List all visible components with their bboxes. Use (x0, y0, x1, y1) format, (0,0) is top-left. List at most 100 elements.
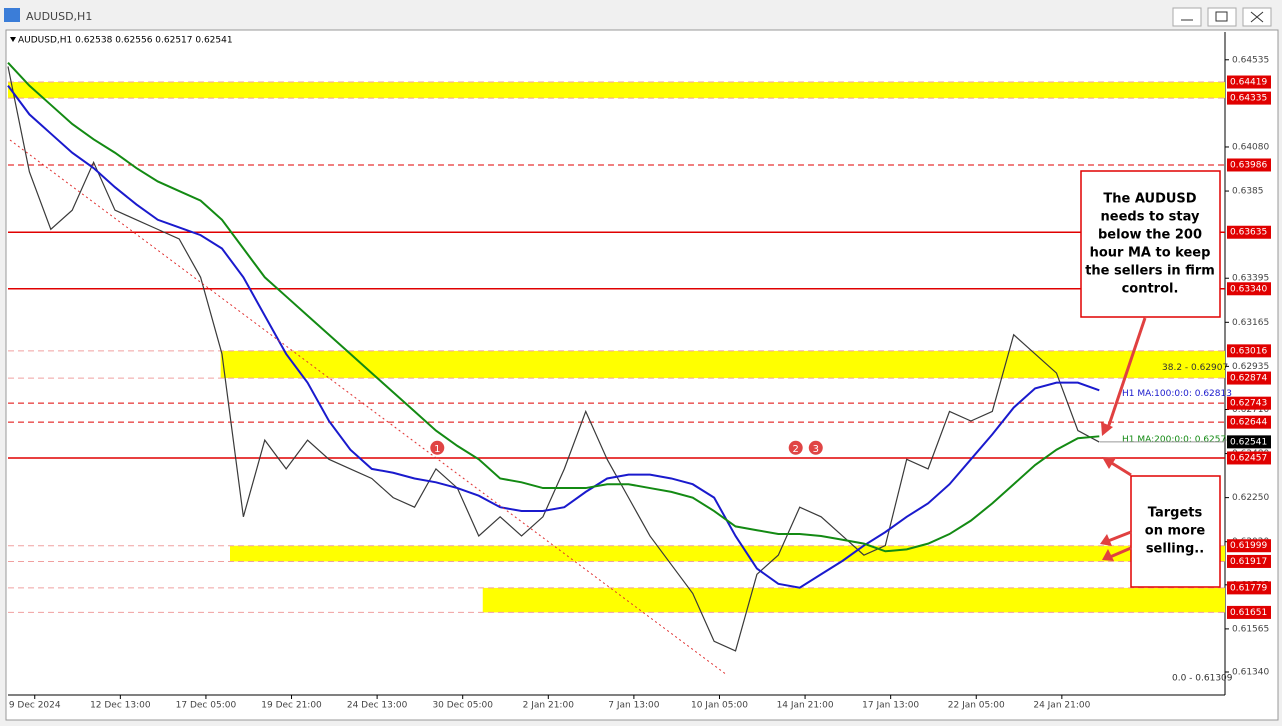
x-tick-label: 10 Jan 05:00 (691, 701, 748, 711)
annotation-text: hour MA to keep (1090, 246, 1211, 261)
fib-label: 38.2 - 0.62907 (1162, 363, 1228, 373)
x-tick-label: 17 Jan 13:00 (862, 701, 919, 711)
level-label: 0.63340 (1230, 284, 1267, 294)
level-label: 0.62743 (1230, 399, 1267, 409)
level-label-box (1227, 344, 1271, 358)
y-tick-label: 0.62250 (1232, 493, 1269, 503)
ma-label: H1 MA:200:0:0: 0.62574 (1122, 435, 1232, 445)
ma-label: H1 MA:100:0:0: 0.62813 (1122, 389, 1232, 399)
x-tick-label: 22 Jan 05:00 (948, 701, 1005, 711)
level-label-box (1227, 91, 1271, 105)
level-label: 0.63016 (1230, 346, 1267, 356)
close-icon (1250, 11, 1264, 23)
fib-line (9, 139, 728, 676)
current-price-box (1227, 435, 1271, 449)
arrow (1107, 530, 1132, 543)
x-tick-label: 24 Jan 21:00 (1033, 701, 1090, 711)
arrow-head (1102, 549, 1114, 561)
fib-label: 0.0 - 0.61309 (1172, 673, 1233, 683)
level-label: 0.61999 (1230, 541, 1267, 551)
arrow (1106, 317, 1147, 429)
support-band (230, 545, 1225, 562)
minimize-button[interactable] (1172, 7, 1202, 27)
level-label: 0.61779 (1230, 583, 1267, 593)
window-title: AUDUSD,H1 (26, 10, 92, 23)
x-tick-label: 17 Dec 05:00 (176, 701, 237, 711)
y-tick-label: 0.61565 (1232, 624, 1269, 634)
annotation-text: the sellers in firm (1085, 264, 1215, 279)
arrow (1109, 460, 1132, 477)
x-tick-label: 30 Dec 05:00 (432, 701, 493, 711)
current-price-label: 0.62541 (1230, 437, 1267, 447)
swing-marker-label: 2 (793, 444, 799, 455)
annotation-box (1080, 170, 1221, 318)
plot (7, 61, 1226, 652)
level-label: 0.64335 (1230, 94, 1267, 104)
level-label-box (1227, 225, 1271, 239)
annotation-text: needs to stay (1101, 210, 1200, 225)
annotation-text: The AUDUSD (1103, 192, 1196, 207)
x-tick-label: 7 Jan 13:00 (608, 701, 660, 711)
level-label: 0.63986 (1230, 160, 1267, 170)
x-tick-label: 24 Dec 13:00 (347, 701, 408, 711)
moving-average (7, 61, 1100, 553)
x-tick-label: 2 Jan 21:00 (523, 701, 575, 711)
header-arrow (10, 37, 16, 42)
arrow-head (1102, 457, 1116, 469)
level-label-box (1227, 371, 1271, 385)
level-label-box (1227, 451, 1271, 465)
y-tick-label: 0.63395 (1232, 274, 1269, 284)
level-label-box (1227, 415, 1271, 429)
maximize-icon (1215, 11, 1228, 22)
level-label-box (1227, 554, 1271, 568)
level-label: 0.62874 (1230, 374, 1267, 384)
maximize-button[interactable] (1207, 7, 1237, 27)
level-label: 0.61651 (1230, 608, 1267, 618)
annotations (1080, 170, 1221, 588)
arrow-head (1100, 534, 1112, 546)
level-label: 0.62457 (1230, 453, 1267, 463)
y-tick-label: 0.64080 (1232, 142, 1269, 152)
y-tick-label: 0.61340 (1232, 668, 1269, 678)
swing-marker (808, 440, 823, 455)
level-label: 0.63635 (1230, 228, 1267, 238)
level-label-box (1227, 581, 1271, 595)
x-tick-label: 19 Dec 21:00 (261, 701, 322, 711)
price-line (7, 66, 1100, 652)
swing-marker-label: 1 (434, 444, 440, 455)
level-label-box (1227, 539, 1271, 553)
annotation-text: on more (1145, 524, 1206, 539)
level-label: 0.64419 (1230, 78, 1267, 88)
swing-marker (430, 440, 445, 455)
y-tick-label: 0.63165 (1232, 318, 1269, 328)
chart-header: AUDUSD,H1 0.62538 0.62556 0.62517 0.6254… (18, 36, 233, 46)
swing-marker-label: 3 (813, 444, 819, 455)
annotation-text: selling.. (1146, 542, 1204, 557)
x-tick-label: 14 Jan 21:00 (777, 701, 834, 711)
level-label-box (1227, 605, 1271, 619)
swing-marker (788, 440, 803, 455)
support-band (220, 350, 1226, 379)
level-label-box (1227, 158, 1271, 172)
y-tick-label: 0.62710 (1232, 405, 1269, 415)
app-icon (4, 8, 20, 22)
level-label: 0.61917 (1230, 557, 1267, 567)
annotation-text: Targets (1148, 506, 1203, 521)
level-label-box (1227, 75, 1271, 89)
level-label-box (1227, 282, 1271, 296)
arrow (1109, 546, 1132, 559)
y-tick-label: 0.64535 (1232, 55, 1269, 65)
x-tick-label: 12 Dec 13:00 (90, 701, 151, 711)
annotation-text: control. (1122, 282, 1179, 297)
support-band (482, 587, 1225, 613)
y-tick-label: 0.62935 (1232, 362, 1269, 372)
support-band (8, 82, 1225, 99)
x-tick-label: 9 Dec 2024 (9, 701, 61, 711)
level-label-box (1227, 396, 1271, 410)
arrow-head (1101, 422, 1113, 436)
annotation-box (1130, 475, 1221, 588)
moving-average (7, 85, 1100, 589)
level-label: 0.62644 (1230, 418, 1267, 428)
